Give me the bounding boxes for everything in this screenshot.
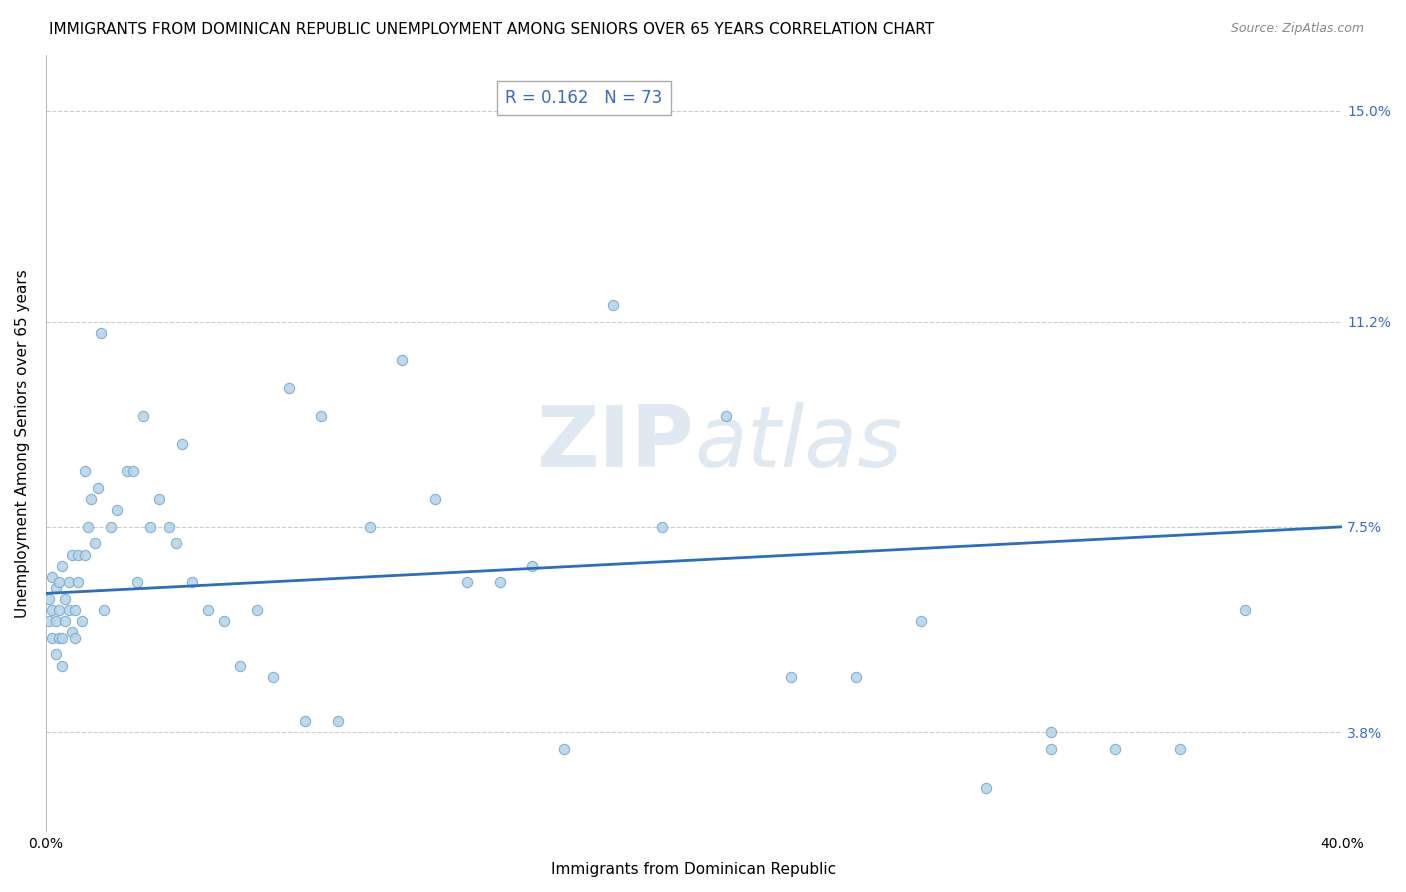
Point [105, 503, 128, 517]
Text: R = 0.162   N = 73: R = 0.162 N = 73 [505, 89, 662, 107]
Point [1039, 741, 1062, 756]
Point [60, 625, 83, 640]
Point [115, 464, 138, 478]
Point [170, 436, 193, 450]
Point [456, 575, 478, 590]
Point [197, 603, 219, 617]
Point [67, 575, 90, 590]
Point [51, 658, 73, 673]
Point [80, 492, 103, 507]
X-axis label: Immigrants from Dominican Republic: Immigrants from Dominican Republic [551, 862, 837, 877]
Point [48, 575, 70, 590]
Point [55, 591, 77, 606]
Point [311, 409, 333, 423]
Point [1168, 741, 1191, 756]
Point [63, 603, 86, 617]
Point [125, 575, 148, 590]
Point [262, 670, 284, 684]
Point [391, 353, 413, 368]
Point [73, 548, 96, 562]
Point [63, 631, 86, 645]
Point [278, 381, 301, 395]
Text: atlas: atlas [695, 402, 903, 485]
Point [246, 603, 269, 617]
Point [910, 614, 932, 628]
Point [38, 614, 60, 628]
Point [58, 575, 80, 590]
Point [93, 603, 115, 617]
Point [180, 575, 202, 590]
Point [70, 614, 93, 628]
Point [55, 614, 77, 628]
Point [359, 520, 381, 534]
Point [41, 570, 63, 584]
Point [488, 575, 510, 590]
Point [138, 520, 160, 534]
Point [716, 409, 738, 423]
Point [974, 780, 997, 795]
Point [157, 520, 180, 534]
Point [45, 648, 67, 662]
Point [41, 603, 63, 617]
Point [1039, 725, 1062, 739]
Point [326, 714, 349, 728]
Point [148, 492, 170, 507]
Point [1104, 741, 1126, 756]
Point [67, 548, 90, 562]
Y-axis label: Unemployment Among Seniors over 65 years: Unemployment Among Seniors over 65 years [15, 269, 30, 618]
Point [122, 464, 145, 478]
Point [602, 298, 624, 312]
Point [58, 603, 80, 617]
Text: IMMIGRANTS FROM DOMINICAN REPUBLIC UNEMPLOYMENT AMONG SENIORS OVER 65 YEARS CORR: IMMIGRANTS FROM DOMINICAN REPUBLIC UNEMP… [49, 22, 935, 37]
Point [87, 481, 110, 495]
Point [423, 492, 446, 507]
Point [553, 741, 575, 756]
Point [41, 631, 63, 645]
Point [48, 631, 70, 645]
Point [845, 670, 868, 684]
Point [294, 714, 316, 728]
Point [83, 536, 105, 550]
Text: ZIP: ZIP [536, 402, 695, 485]
Point [38, 591, 60, 606]
Point [90, 326, 112, 340]
Point [1233, 603, 1256, 617]
Point [165, 536, 187, 550]
Point [60, 548, 83, 562]
Point [51, 631, 73, 645]
Point [520, 558, 543, 573]
Point [45, 614, 67, 628]
Point [51, 558, 73, 573]
Point [100, 520, 122, 534]
Point [229, 658, 252, 673]
Point [651, 520, 673, 534]
Point [132, 409, 155, 423]
Point [48, 603, 70, 617]
Point [77, 520, 100, 534]
Point [212, 614, 235, 628]
Point [45, 581, 67, 595]
Point [780, 670, 803, 684]
Point [73, 464, 96, 478]
Text: Source: ZipAtlas.com: Source: ZipAtlas.com [1230, 22, 1364, 36]
